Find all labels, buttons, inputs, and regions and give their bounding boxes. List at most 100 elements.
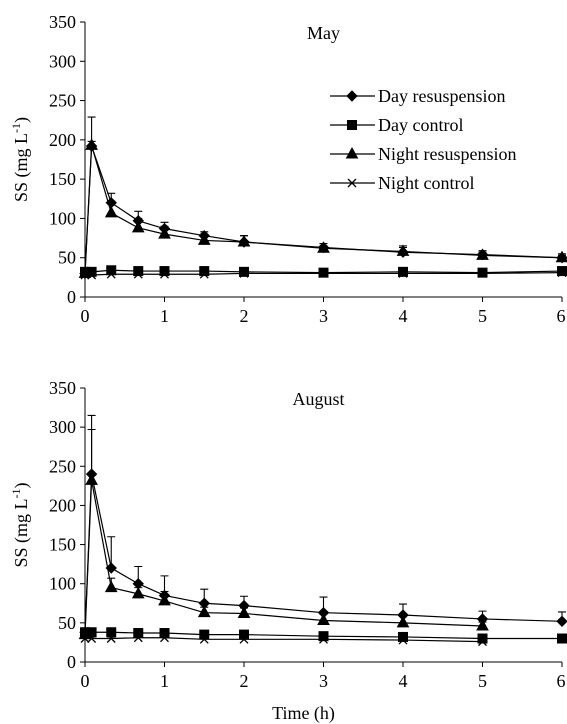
x-tick-label: 4	[399, 671, 408, 691]
marker	[131, 220, 145, 233]
marker	[199, 269, 209, 279]
marker	[319, 268, 328, 278]
marker	[237, 606, 251, 618]
y-tick-label: 150	[49, 535, 76, 555]
marker	[131, 586, 145, 599]
marker	[199, 634, 209, 644]
x-tick-label: 4	[399, 306, 408, 326]
marker	[318, 631, 329, 642]
marker	[476, 618, 489, 631]
legend-label: Night resuspension	[378, 144, 517, 164]
x-tick-label: 0	[81, 671, 90, 691]
marker	[106, 269, 116, 279]
y-tick-label: 50	[58, 248, 76, 268]
y-tick-label: 250	[49, 91, 76, 111]
y-tick-label: 300	[49, 417, 76, 437]
chart-title: May	[307, 23, 340, 43]
marker	[345, 146, 359, 159]
y-tick-label: 200	[49, 495, 76, 515]
marker	[87, 634, 97, 643]
legend-label: Day resuspension	[378, 86, 505, 106]
marker	[85, 473, 98, 485]
marker	[239, 268, 249, 278]
marker	[133, 633, 143, 643]
y-tick-label: 350	[49, 378, 76, 398]
y-tick-label: 150	[49, 169, 76, 189]
marker	[555, 250, 567, 263]
x-tick-label: 1	[160, 306, 169, 326]
y-tick-label: 350	[49, 12, 76, 32]
marker	[556, 615, 567, 627]
y-tick-label: 0	[67, 287, 76, 307]
marker	[133, 269, 143, 279]
marker	[158, 227, 171, 239]
y-tick-label: 0	[67, 652, 76, 672]
marker	[104, 580, 118, 593]
marker	[478, 268, 487, 278]
marker	[396, 244, 410, 256]
marker	[80, 270, 90, 280]
y-tick-label: 250	[49, 456, 76, 476]
marker	[319, 634, 328, 644]
error-bar	[87, 428, 96, 481]
x-tick-label: 0	[81, 306, 90, 326]
marker	[199, 266, 210, 277]
marker	[80, 634, 90, 643]
marker	[396, 615, 410, 628]
x-tick-label: 6	[557, 671, 566, 691]
series-line	[84, 145, 563, 274]
marker	[159, 266, 170, 277]
marker	[398, 635, 408, 645]
marker	[477, 633, 488, 644]
y-axis-label: SS (mg L-1)	[9, 117, 32, 202]
series-line	[85, 637, 483, 643]
marker	[398, 268, 408, 278]
marker	[87, 270, 97, 280]
marker	[347, 178, 357, 188]
x-tick-label: 3	[319, 306, 328, 326]
x-tick-label: 1	[160, 671, 169, 691]
x-tick-label: 2	[240, 671, 249, 691]
x-tick-label: 2	[240, 306, 249, 326]
marker	[239, 634, 249, 644]
marker	[160, 633, 169, 643]
marker	[346, 90, 358, 102]
marker	[104, 205, 118, 218]
marker	[398, 631, 408, 642]
marker	[158, 593, 171, 606]
marker	[197, 233, 211, 245]
x-tick-label: 6	[557, 306, 566, 326]
chart-title: August	[292, 389, 344, 409]
y-tick-label: 300	[49, 51, 76, 71]
marker	[106, 634, 116, 643]
y-axis-label: SS (mg L-1)	[9, 482, 32, 567]
y-tick-label: 100	[49, 208, 76, 228]
marker	[317, 613, 330, 626]
y-tick-label: 200	[49, 130, 76, 150]
y-axis-label-part: SS (mg L	[11, 498, 32, 567]
legend-label: Night control	[378, 173, 475, 193]
x-axis-label: Time (h)	[272, 703, 335, 724]
x-tick-label: 5	[478, 306, 487, 326]
marker	[478, 637, 487, 647]
marker	[133, 266, 144, 277]
marker	[197, 605, 211, 618]
marker	[557, 268, 567, 278]
series-line	[84, 145, 563, 274]
y-tick-label: 50	[58, 613, 76, 633]
series-line	[84, 480, 483, 635]
x-tick-label: 5	[478, 671, 487, 691]
y-axis-label-part: )	[11, 482, 32, 488]
marker	[476, 248, 489, 260]
marker	[317, 241, 330, 253]
marker	[347, 120, 357, 130]
y-axis-label-part: SS (mg L	[11, 133, 32, 202]
y-axis-label-part: )	[11, 117, 32, 123]
marker	[160, 269, 169, 279]
marker	[557, 633, 567, 644]
legend-label: Day control	[378, 115, 463, 135]
marker	[237, 234, 251, 247]
x-tick-label: 3	[319, 671, 328, 691]
